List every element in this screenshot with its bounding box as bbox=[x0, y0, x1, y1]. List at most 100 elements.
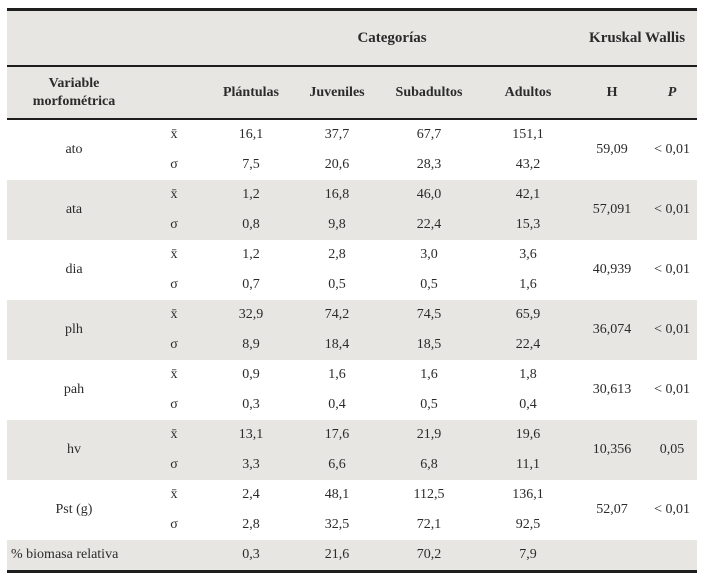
table-row: pah x̄ 0,9 1,6 1,6 1,8 30,613 < 0,01 bbox=[7, 360, 697, 397]
sd-value: 8,9 bbox=[207, 330, 295, 360]
mean-value: 112,5 bbox=[413, 487, 445, 502]
sd-value: 22,4 bbox=[379, 210, 479, 240]
categories-header: Categorías bbox=[207, 9, 578, 67]
p-value: < 0,01 bbox=[647, 180, 698, 240]
p-value: < 0,01 bbox=[654, 142, 690, 157]
sd-value: 43,2 bbox=[515, 157, 541, 172]
sd-value: 1,6 bbox=[519, 277, 537, 292]
mean-value: 32,9 bbox=[207, 300, 295, 330]
mean-value: 13,1 bbox=[207, 420, 295, 450]
variable-header: Variable morfométrica bbox=[7, 66, 141, 120]
mean-value: 21,9 bbox=[379, 420, 479, 450]
mean-symbol: x̄ bbox=[170, 367, 178, 382]
sd-value: 18,5 bbox=[379, 330, 479, 360]
p-value: < 0,01 bbox=[654, 502, 690, 517]
sd-value: 18,4 bbox=[295, 330, 379, 360]
sd-value: 0,8 bbox=[207, 210, 295, 240]
table-row: σ 3,3 6,6 6,8 11,1 bbox=[7, 450, 697, 480]
p-value: < 0,01 bbox=[654, 382, 690, 397]
biomass-value: 7,9 bbox=[479, 540, 578, 573]
mean-symbol: x̄ bbox=[170, 127, 178, 142]
biomass-value: 21,6 bbox=[295, 540, 379, 573]
col-header-h: H bbox=[577, 66, 648, 120]
mean-value: 151,1 bbox=[512, 127, 544, 142]
sd-value: 0,5 bbox=[420, 277, 438, 292]
p-value: < 0,01 bbox=[654, 262, 690, 277]
col-header-juveniles: Juveniles bbox=[295, 66, 379, 120]
mean-value: 67,7 bbox=[416, 127, 442, 142]
sd-value: 6,8 bbox=[379, 450, 479, 480]
h-value: 10,356 bbox=[577, 420, 648, 480]
sd-value: 92,5 bbox=[515, 517, 541, 532]
mean-value: 3,6 bbox=[519, 247, 537, 262]
header-row-groups: Categorías Kruskal Wallis bbox=[7, 9, 698, 67]
mean-value: 74,5 bbox=[379, 300, 479, 330]
mean-value: 42,1 bbox=[479, 180, 578, 210]
sd-value: 22,4 bbox=[479, 330, 578, 360]
col-header-plantulas: Plántulas bbox=[207, 66, 295, 120]
mean-symbol: x̄ bbox=[170, 247, 178, 262]
sd-value: 0,5 bbox=[420, 397, 438, 412]
col-header-subadultos: Subadultos bbox=[379, 66, 479, 120]
mean-value: 16,1 bbox=[238, 127, 264, 142]
sd-value: 28,3 bbox=[416, 157, 442, 172]
stat-header-spacer bbox=[141, 66, 207, 120]
sd-value: 20,6 bbox=[324, 157, 350, 172]
header-spacer bbox=[7, 9, 207, 67]
h-value: 59,09 bbox=[596, 142, 628, 157]
mean-value: 1,8 bbox=[519, 367, 537, 382]
table-row: ata x̄ 1,2 16,8 46,0 42,1 57,091 < 0,01 bbox=[7, 180, 698, 240]
sd-value: 0,5 bbox=[328, 277, 346, 292]
kruskal-wallis-header: Kruskal Wallis bbox=[577, 9, 698, 67]
variable-cell: plh bbox=[7, 300, 141, 360]
mean-value: 1,2 bbox=[242, 247, 260, 262]
table-row: hv x̄ 13,1 17,6 21,9 19,6 10,356 0,05 bbox=[7, 420, 698, 480]
mean-value: 1,2 bbox=[207, 180, 295, 210]
sd-value: 9,8 bbox=[295, 210, 379, 240]
sd-symbol: σ bbox=[170, 517, 178, 532]
table-row: % biomasa relativa 0,3 21,6 70,2 7,9 bbox=[7, 540, 698, 573]
sd-symbol: σ bbox=[141, 330, 207, 360]
table-row: dia x̄ 1,2 2,8 3,0 3,6 40,939 < 0,01 bbox=[7, 240, 697, 277]
header-row-columns: Variable morfométrica Plántulas Juvenile… bbox=[7, 66, 698, 120]
mean-value: 0,9 bbox=[242, 367, 260, 382]
table-header: Categorías Kruskal Wallis Variable morfo… bbox=[7, 9, 698, 120]
col-header-p: P bbox=[647, 66, 698, 120]
sd-value: 32,5 bbox=[324, 517, 350, 532]
mean-value: 2,8 bbox=[328, 247, 346, 262]
mean-value: 48,1 bbox=[324, 487, 350, 502]
h-value: 57,091 bbox=[577, 180, 648, 240]
mean-value: 3,0 bbox=[420, 247, 438, 262]
sd-symbol: σ bbox=[141, 450, 207, 480]
mean-value: 17,6 bbox=[295, 420, 379, 450]
mean-value: 2,4 bbox=[242, 487, 260, 502]
p-value-empty bbox=[647, 540, 698, 573]
table-row: σ 7,5 20,6 28,3 43,2 bbox=[7, 150, 697, 180]
sd-value: 3,3 bbox=[207, 450, 295, 480]
sd-value: 15,3 bbox=[479, 210, 578, 240]
sd-symbol: σ bbox=[141, 210, 207, 240]
sd-value: 0,3 bbox=[242, 397, 260, 412]
sd-symbol: σ bbox=[170, 157, 178, 172]
mean-value: 65,9 bbox=[479, 300, 578, 330]
sd-value: 7,5 bbox=[242, 157, 260, 172]
mean-value: 74,2 bbox=[295, 300, 379, 330]
variable-cell: Pst (g) bbox=[55, 502, 93, 517]
variable-cell: ato bbox=[65, 142, 83, 157]
mean-value: 46,0 bbox=[379, 180, 479, 210]
sd-value: 72,1 bbox=[416, 517, 442, 532]
mean-value: 136,1 bbox=[512, 487, 544, 502]
mean-symbol: x̄ bbox=[141, 180, 207, 210]
biomass-label: % biomasa relativa bbox=[7, 540, 207, 573]
variable-cell: hv bbox=[7, 420, 141, 480]
table-row: σ 8,9 18,4 18,5 22,4 bbox=[7, 330, 697, 360]
table-row: σ 0,8 9,8 22,4 15,3 bbox=[7, 210, 697, 240]
mean-value: 16,8 bbox=[295, 180, 379, 210]
table-row: plh x̄ 32,9 74,2 74,5 65,9 36,074 < 0,01 bbox=[7, 300, 698, 360]
sd-value: 6,6 bbox=[295, 450, 379, 480]
col-header-adultos: Adultos bbox=[479, 66, 578, 120]
variable-cell: pah bbox=[63, 382, 85, 397]
h-value: 40,939 bbox=[592, 262, 632, 277]
table-row: σ 0,3 0,4 0,5 0,4 bbox=[7, 390, 697, 420]
mean-value: 1,6 bbox=[328, 367, 346, 382]
